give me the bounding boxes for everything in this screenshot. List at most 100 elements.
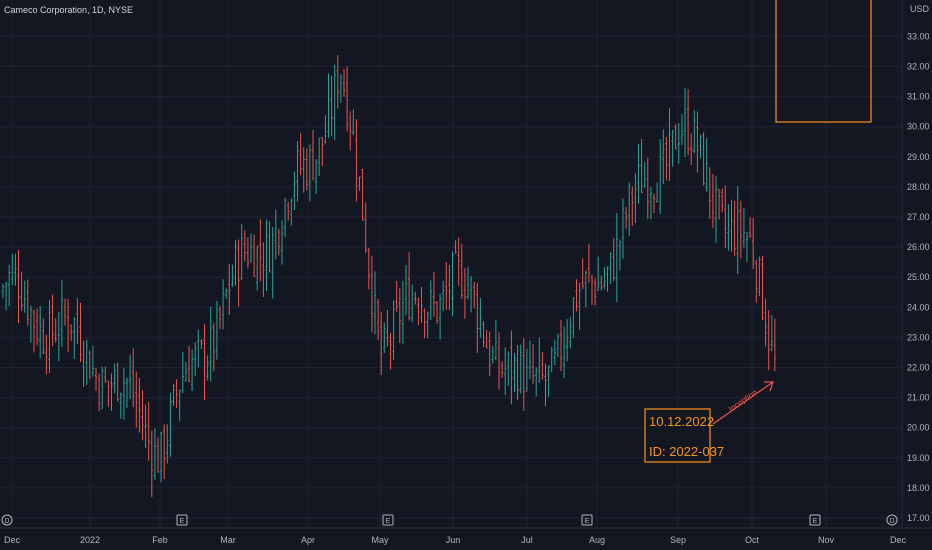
candle	[314, 159, 318, 194]
y-tick-label: 19.00	[907, 453, 930, 463]
dividend-marker[interactable]: D	[886, 514, 898, 526]
y-tick-label: 18.00	[907, 483, 930, 493]
candle	[321, 137, 324, 166]
candle	[256, 245, 259, 291]
candle	[745, 231, 749, 263]
y-tick-label: 27.00	[907, 212, 930, 222]
candle	[569, 316, 572, 349]
candle	[367, 247, 370, 290]
y-tick-label: 29.00	[907, 152, 930, 162]
price-scale-panel[interactable]	[902, 0, 932, 550]
candle	[342, 68, 346, 97]
candle	[237, 239, 240, 307]
candle	[739, 200, 742, 259]
candle	[423, 308, 426, 339]
candle	[197, 329, 200, 368]
candle	[184, 361, 188, 382]
x-tick-label: Dec	[890, 535, 907, 545]
candle	[479, 297, 482, 338]
candle	[200, 339, 203, 350]
candle	[634, 173, 637, 224]
candle	[231, 264, 234, 287]
candle	[541, 351, 544, 380]
candle	[646, 157, 649, 219]
y-tick-label: 30.00	[907, 122, 930, 132]
x-tick-label: Aug	[589, 535, 605, 545]
dividend-marker[interactable]: D	[1, 514, 13, 526]
candle	[590, 274, 594, 305]
candle	[265, 219, 268, 292]
candle	[674, 124, 677, 150]
candle	[299, 133, 302, 176]
candle	[584, 270, 587, 308]
candle	[11, 253, 14, 286]
candle	[132, 348, 135, 408]
svg-text:D: D	[889, 518, 894, 525]
candles-layer	[1, 55, 777, 498]
candle	[1, 283, 5, 298]
earnings-marker[interactable]: E	[581, 514, 593, 526]
candle	[51, 294, 54, 347]
candle	[640, 138, 643, 193]
candle	[727, 204, 730, 251]
candle	[417, 297, 420, 326]
candle	[194, 342, 197, 377]
candle	[333, 64, 336, 141]
candle	[361, 169, 364, 221]
earnings-marker[interactable]: E	[809, 514, 821, 526]
candle	[683, 87, 687, 157]
candle	[736, 185, 739, 275]
candle	[733, 200, 736, 257]
earnings-marker[interactable]: E	[176, 514, 188, 526]
candle	[330, 75, 333, 137]
candle	[274, 209, 277, 260]
candle	[246, 237, 250, 269]
candle	[85, 339, 88, 385]
candle	[445, 262, 448, 310]
candle	[600, 275, 603, 291]
annotation-date: 10.12.2022	[649, 414, 714, 429]
candle	[401, 280, 405, 345]
candle	[283, 197, 287, 237]
candle	[240, 223, 243, 280]
candle	[531, 344, 535, 384]
candle	[88, 350, 91, 379]
candle	[20, 271, 23, 311]
target-zone-box[interactable]	[775, 0, 872, 123]
svg-text:D: D	[4, 518, 9, 525]
y-tick-label: 17.00	[907, 513, 930, 523]
candle	[510, 330, 513, 405]
candle	[758, 256, 761, 297]
candle	[752, 218, 755, 269]
candle	[662, 129, 665, 184]
candle	[271, 226, 274, 299]
candle	[761, 255, 764, 320]
earnings-marker[interactable]: E	[382, 514, 394, 526]
candle	[29, 305, 33, 343]
candle	[296, 141, 299, 202]
candle	[755, 259, 758, 303]
candle	[311, 130, 315, 181]
candle	[488, 331, 491, 377]
candle	[764, 298, 767, 347]
candle	[432, 272, 436, 317]
candle	[606, 266, 609, 292]
candle	[32, 309, 36, 353]
candle	[767, 310, 770, 371]
candle	[411, 284, 414, 323]
candle	[562, 326, 566, 379]
candle	[553, 339, 556, 366]
candle	[383, 322, 386, 354]
candle	[268, 221, 271, 273]
candle	[494, 319, 498, 361]
candle	[54, 318, 57, 343]
candle	[209, 306, 212, 382]
x-tick-label: Apr	[301, 535, 315, 545]
candle	[724, 185, 727, 249]
candle	[370, 255, 374, 333]
candle	[150, 430, 153, 498]
annotation-callout[interactable]: 10.12.2022 ID: 2022-037	[644, 408, 724, 463]
candle	[336, 55, 339, 109]
candle	[649, 186, 653, 220]
